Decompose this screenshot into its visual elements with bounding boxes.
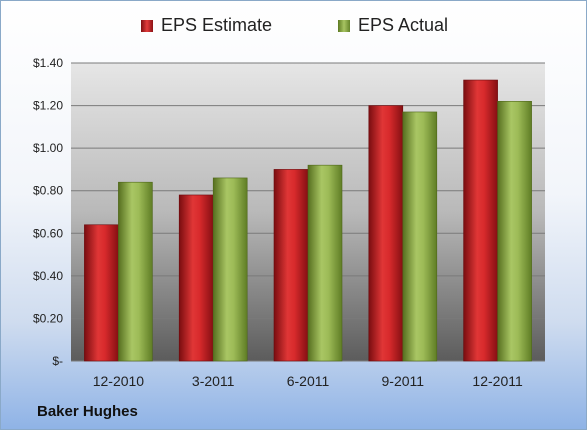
y-tick-label: $1.20: [33, 99, 63, 113]
bar-eps-estimate: [273, 169, 309, 362]
y-tick-label: $0.40: [33, 269, 63, 283]
bar-eps-actual: [307, 164, 343, 362]
bar-eps-estimate: [463, 79, 498, 362]
x-tick-label: 6-2011: [287, 373, 330, 389]
bar-eps-estimate: [178, 194, 214, 362]
bar-eps-actual: [212, 177, 248, 362]
legend-label-estimate: EPS Estimate: [160, 15, 272, 35]
y-tick-label: $-: [52, 354, 63, 368]
bar-eps-actual: [497, 101, 532, 362]
bar-eps-actual: [118, 181, 153, 362]
legend-item-actual: EPS Actual: [337, 15, 449, 36]
y-tick-label: $1.00: [33, 141, 63, 155]
legend-swatch-estimate: [140, 19, 153, 32]
bar-eps-actual: [402, 111, 438, 362]
bar-eps-estimate: [84, 224, 119, 362]
y-tick-label: $0.20: [33, 311, 63, 325]
x-tick-label: 12-2010: [93, 373, 145, 389]
y-tick-label: $1.40: [33, 56, 63, 70]
legend-swatch-actual: [337, 19, 350, 32]
legend-label-actual: EPS Actual: [357, 15, 449, 35]
x-tick-label: 3-2011: [192, 373, 235, 389]
x-tick-label: 9-2011: [382, 373, 425, 389]
bar-eps-estimate: [368, 105, 404, 362]
legend-item-estimate: EPS Estimate: [140, 15, 272, 36]
x-tick-label: 12-2011: [472, 373, 523, 389]
y-tick-label: $0.80: [33, 184, 63, 198]
company-name: Baker Hughes: [37, 403, 138, 420]
y-tick-label: $0.60: [33, 226, 63, 240]
legend: EPS Estimate EPS Actual: [1, 15, 587, 36]
